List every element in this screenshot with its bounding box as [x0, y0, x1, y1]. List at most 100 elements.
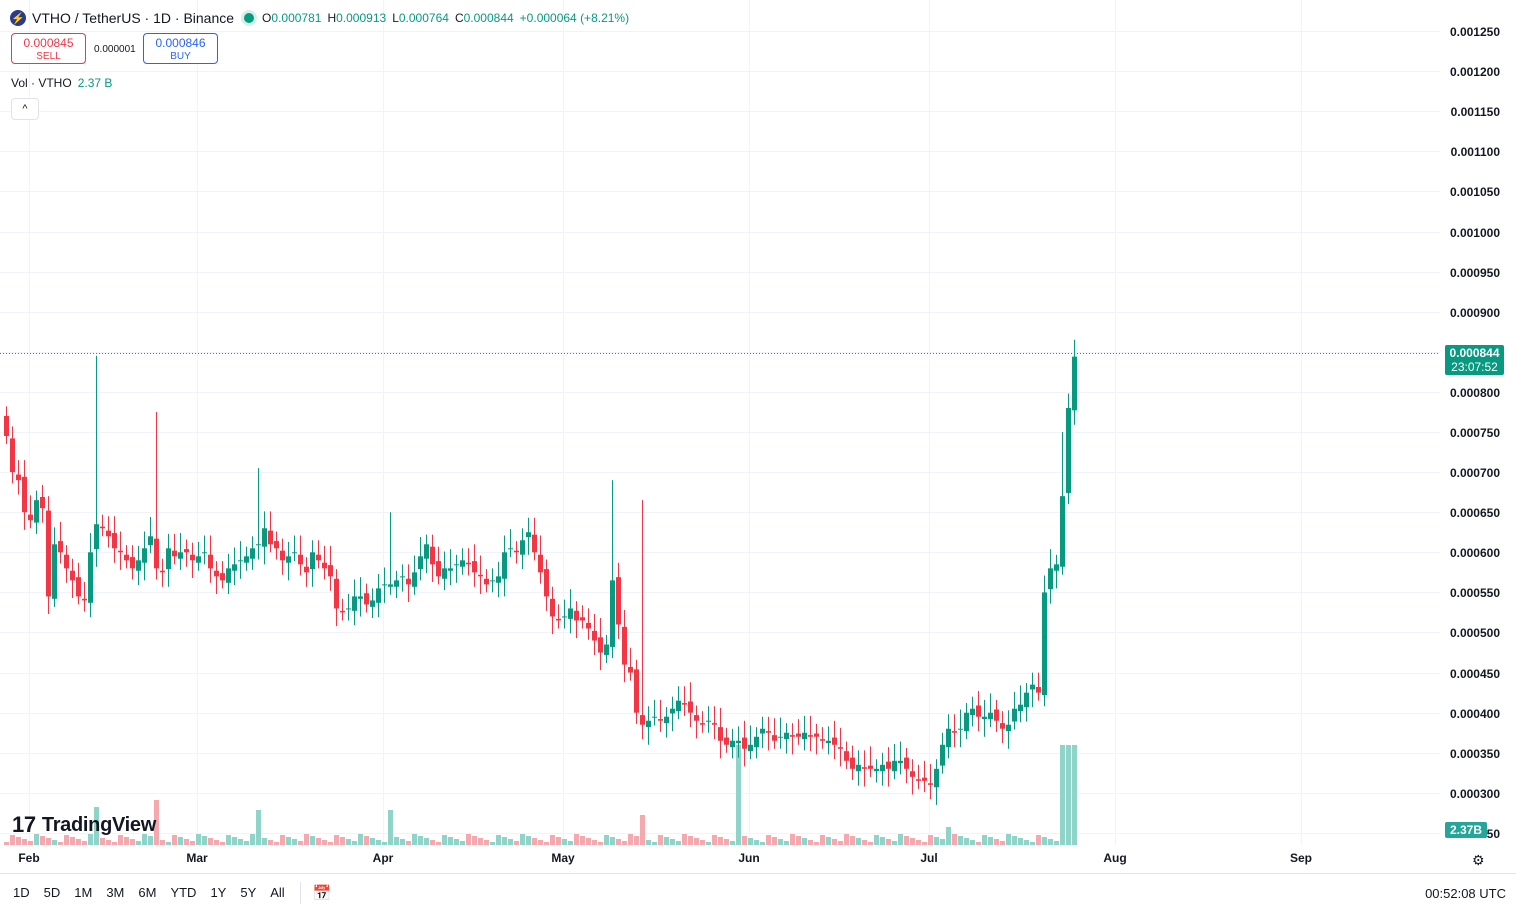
range-5y-button[interactable]: 5Y — [240, 885, 257, 900]
candle-body — [868, 765, 873, 769]
price-change: +0.000064 (+8.21%) — [519, 11, 630, 25]
range-5d-button[interactable]: 5D — [43, 885, 61, 900]
volume-bar — [856, 838, 861, 845]
candle — [538, 535, 543, 584]
volume-bar — [940, 839, 945, 845]
candle-body — [64, 554, 69, 569]
volume-bar — [202, 836, 207, 845]
candle-body — [694, 715, 699, 721]
candle — [526, 517, 531, 555]
candle — [388, 512, 393, 595]
candle-body — [1024, 692, 1029, 708]
volume-bar — [790, 834, 795, 845]
volume-bar — [334, 835, 339, 845]
candle-body — [490, 580, 495, 582]
range-6m-button[interactable]: 6M — [138, 885, 157, 900]
candle-body — [496, 576, 501, 583]
volume-bar — [640, 815, 645, 845]
calendar-range-icon[interactable]: 📅 — [312, 884, 332, 902]
candle — [64, 545, 69, 583]
candle-body — [622, 626, 627, 665]
candle — [226, 553, 231, 594]
candle-body — [1042, 592, 1047, 696]
candle — [106, 516, 111, 548]
volume-bar — [112, 842, 117, 845]
volume-bar — [370, 838, 375, 845]
candle-body — [328, 565, 333, 577]
candle-body — [676, 700, 681, 712]
candle — [532, 517, 537, 561]
volume-bar — [592, 840, 597, 845]
market-status-icon — [244, 13, 255, 23]
candle — [46, 496, 51, 615]
candle — [316, 540, 321, 569]
candle — [268, 511, 273, 553]
candle-body — [568, 608, 573, 619]
chevron-up-icon: ^ — [22, 103, 28, 115]
y-tick-label: 0.001050 — [1449, 184, 1500, 199]
candle-body — [724, 737, 729, 745]
candle-body — [130, 557, 135, 569]
candle-body — [796, 733, 801, 737]
volume-bar — [610, 837, 615, 845]
volume-bar — [118, 835, 123, 845]
candle — [244, 546, 249, 571]
collapse-indicators-button[interactable]: ^ — [11, 98, 39, 120]
volume-bar — [376, 840, 381, 845]
range-1d-button[interactable]: 1D — [13, 885, 30, 900]
candle-body — [334, 578, 339, 609]
candle — [568, 589, 573, 634]
axis-settings-icon[interactable]: ⚙ — [1472, 852, 1485, 868]
volume-bar — [652, 842, 657, 845]
price-chart[interactable] — [0, 0, 1516, 870]
volume-bar — [340, 837, 345, 845]
volume-bar — [82, 841, 87, 845]
volume-bar — [406, 841, 411, 845]
candle — [490, 568, 495, 593]
buy-button[interactable]: 0.000846 BUY — [143, 33, 218, 64]
candle-body — [826, 740, 831, 744]
candle-body — [982, 716, 987, 720]
candle-body — [436, 561, 441, 577]
volume-bar — [508, 839, 513, 845]
last-price-value: 0.000844 — [1449, 346, 1500, 360]
range-3m-button[interactable]: 3M — [106, 885, 125, 900]
candle — [928, 764, 933, 800]
volume-bar — [400, 839, 405, 845]
candle-body — [520, 540, 525, 555]
candle-body — [178, 552, 183, 559]
candle-body — [136, 560, 141, 571]
volume-bar — [580, 836, 585, 845]
volume-bar — [286, 837, 291, 845]
candle — [502, 535, 507, 597]
candle-body — [430, 546, 435, 565]
candle — [736, 726, 741, 758]
volume-bar — [676, 841, 681, 845]
volume-bar — [1042, 837, 1047, 845]
volume-bar — [796, 836, 801, 845]
candle — [256, 468, 261, 560]
candle — [790, 723, 795, 755]
symbol-title[interactable]: VTHO / TetherUS · 1D · Binance — [32, 10, 235, 26]
candle — [814, 723, 819, 755]
volume-bar — [862, 840, 867, 845]
candle-body — [310, 552, 315, 570]
volume-bar — [238, 839, 243, 845]
sell-button[interactable]: 0.000845 SELL — [11, 33, 86, 64]
candle — [844, 741, 849, 769]
candle-body — [238, 560, 243, 562]
tradingview-logo[interactable]: 17 TradingView — [12, 812, 156, 838]
range-ytd-button[interactable]: YTD — [170, 885, 197, 900]
candle — [418, 537, 423, 581]
volume-bar — [424, 838, 429, 845]
candle-body — [640, 715, 645, 725]
range-1m-button[interactable]: 1M — [74, 885, 93, 900]
range-all-button[interactable]: All — [270, 885, 285, 900]
candle-body — [370, 600, 375, 607]
sell-label: SELL — [36, 51, 61, 62]
volume-legend[interactable]: Vol · VTHO 2.37 B — [11, 76, 112, 90]
utc-clock[interactable]: 00:52:08 UTC — [1425, 886, 1506, 901]
candle-body — [700, 723, 705, 725]
bar-countdown: 23:07:52 — [1451, 360, 1498, 374]
range-1y-button[interactable]: 1Y — [210, 885, 227, 900]
